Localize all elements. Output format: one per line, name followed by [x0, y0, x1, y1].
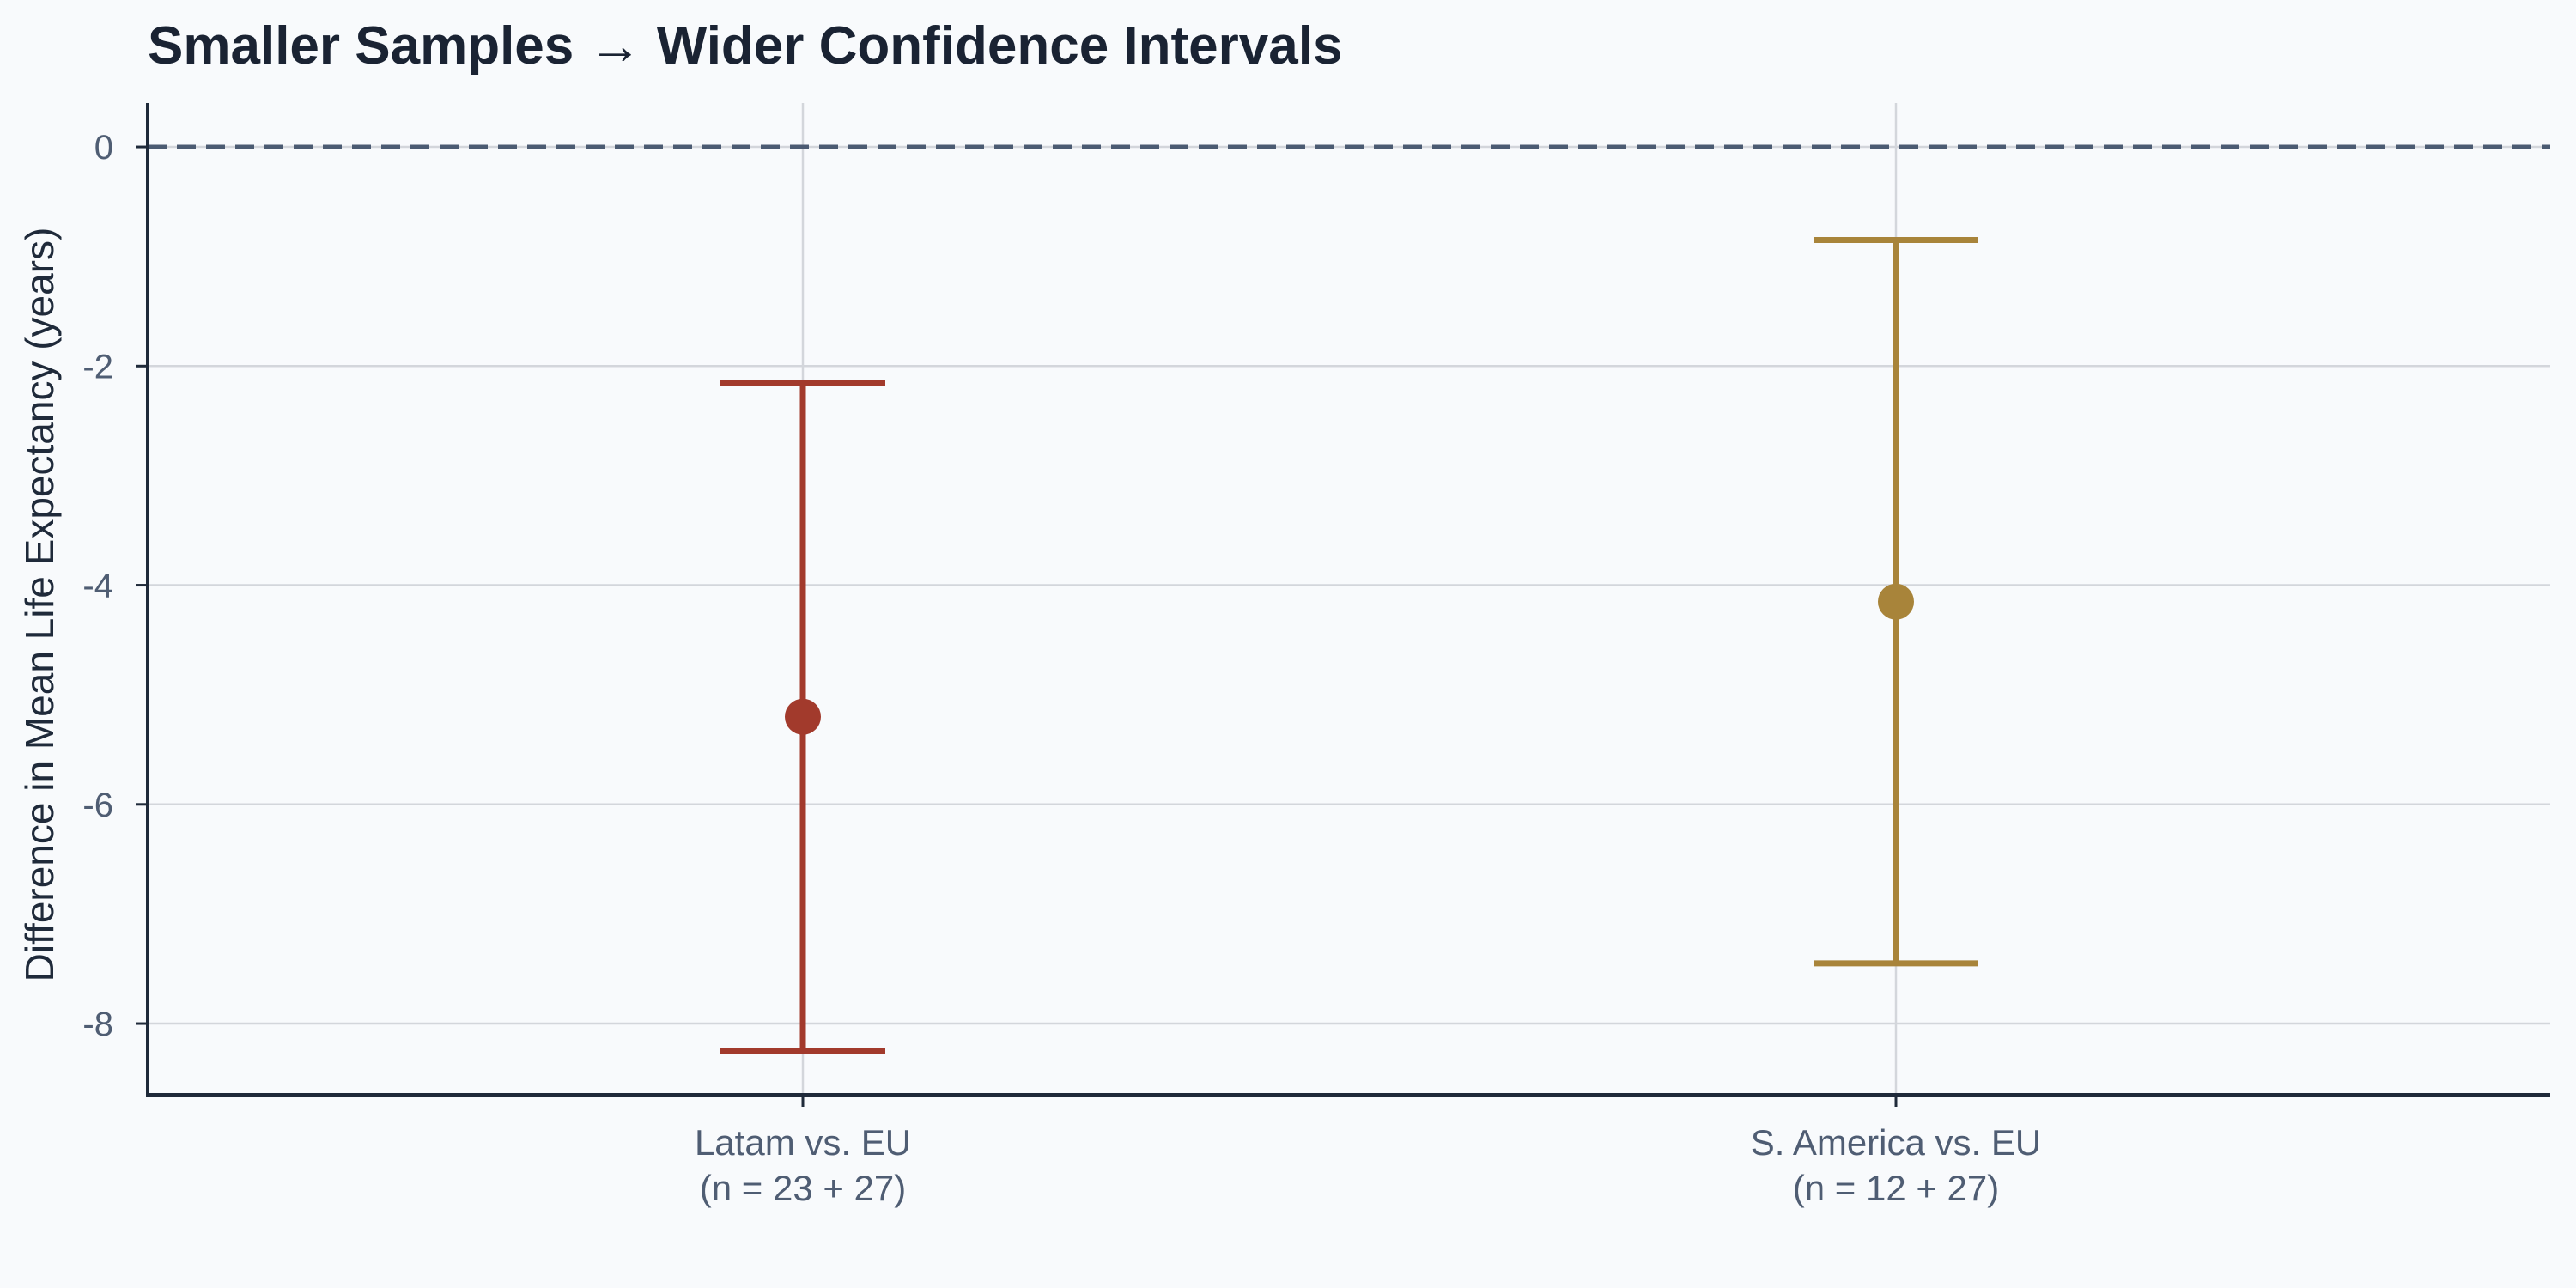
y-axis: 0 -2 -4 -6 -8	[82, 103, 2550, 1097]
y-tick-label: -8	[82, 1005, 113, 1043]
y-tick-label: -2	[82, 348, 113, 386]
x-axis: Latam vs. EU (n = 23 + 27) S. America vs. …	[695, 1095, 2041, 1208]
y-tick-label: 0	[94, 129, 113, 167]
x-tick-label: S. America vs. EU	[1751, 1122, 2041, 1163]
axis-spine	[146, 103, 2550, 1097]
error-bars	[720, 237, 1978, 1054]
x-tick-sublabel: (n = 12 + 27)	[1793, 1168, 2000, 1208]
y-axis-label: Difference in Mean Life Expectancy (year…	[17, 228, 62, 982]
point-estimate	[785, 698, 821, 735]
point-estimate	[1878, 583, 1914, 620]
x-tick-label: Latam vs. EU	[695, 1122, 911, 1163]
y-tick-label: -4	[82, 568, 113, 605]
y-tick-label: -6	[82, 787, 113, 824]
chart-title: Smaller Samples → Wider Confidence Inter…	[148, 16, 1342, 76]
grid-lines	[148, 103, 2550, 1095]
x-tick-sublabel: (n = 23 + 27)	[700, 1168, 907, 1208]
